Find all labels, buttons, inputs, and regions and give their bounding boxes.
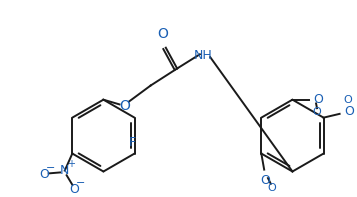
Text: O: O <box>344 95 352 105</box>
Text: O: O <box>39 168 49 181</box>
Text: −: − <box>46 163 55 173</box>
Text: N: N <box>60 164 70 177</box>
Text: O: O <box>157 27 169 41</box>
Text: O: O <box>260 174 270 187</box>
Text: O: O <box>345 105 354 118</box>
Text: O: O <box>313 93 323 106</box>
Text: −: − <box>76 178 86 188</box>
Text: O: O <box>313 107 321 117</box>
Text: NH: NH <box>194 49 213 62</box>
Text: O: O <box>119 99 130 113</box>
Text: O: O <box>267 183 276 193</box>
Text: +: + <box>67 159 75 169</box>
Text: F: F <box>129 136 136 149</box>
Text: O: O <box>69 183 79 196</box>
